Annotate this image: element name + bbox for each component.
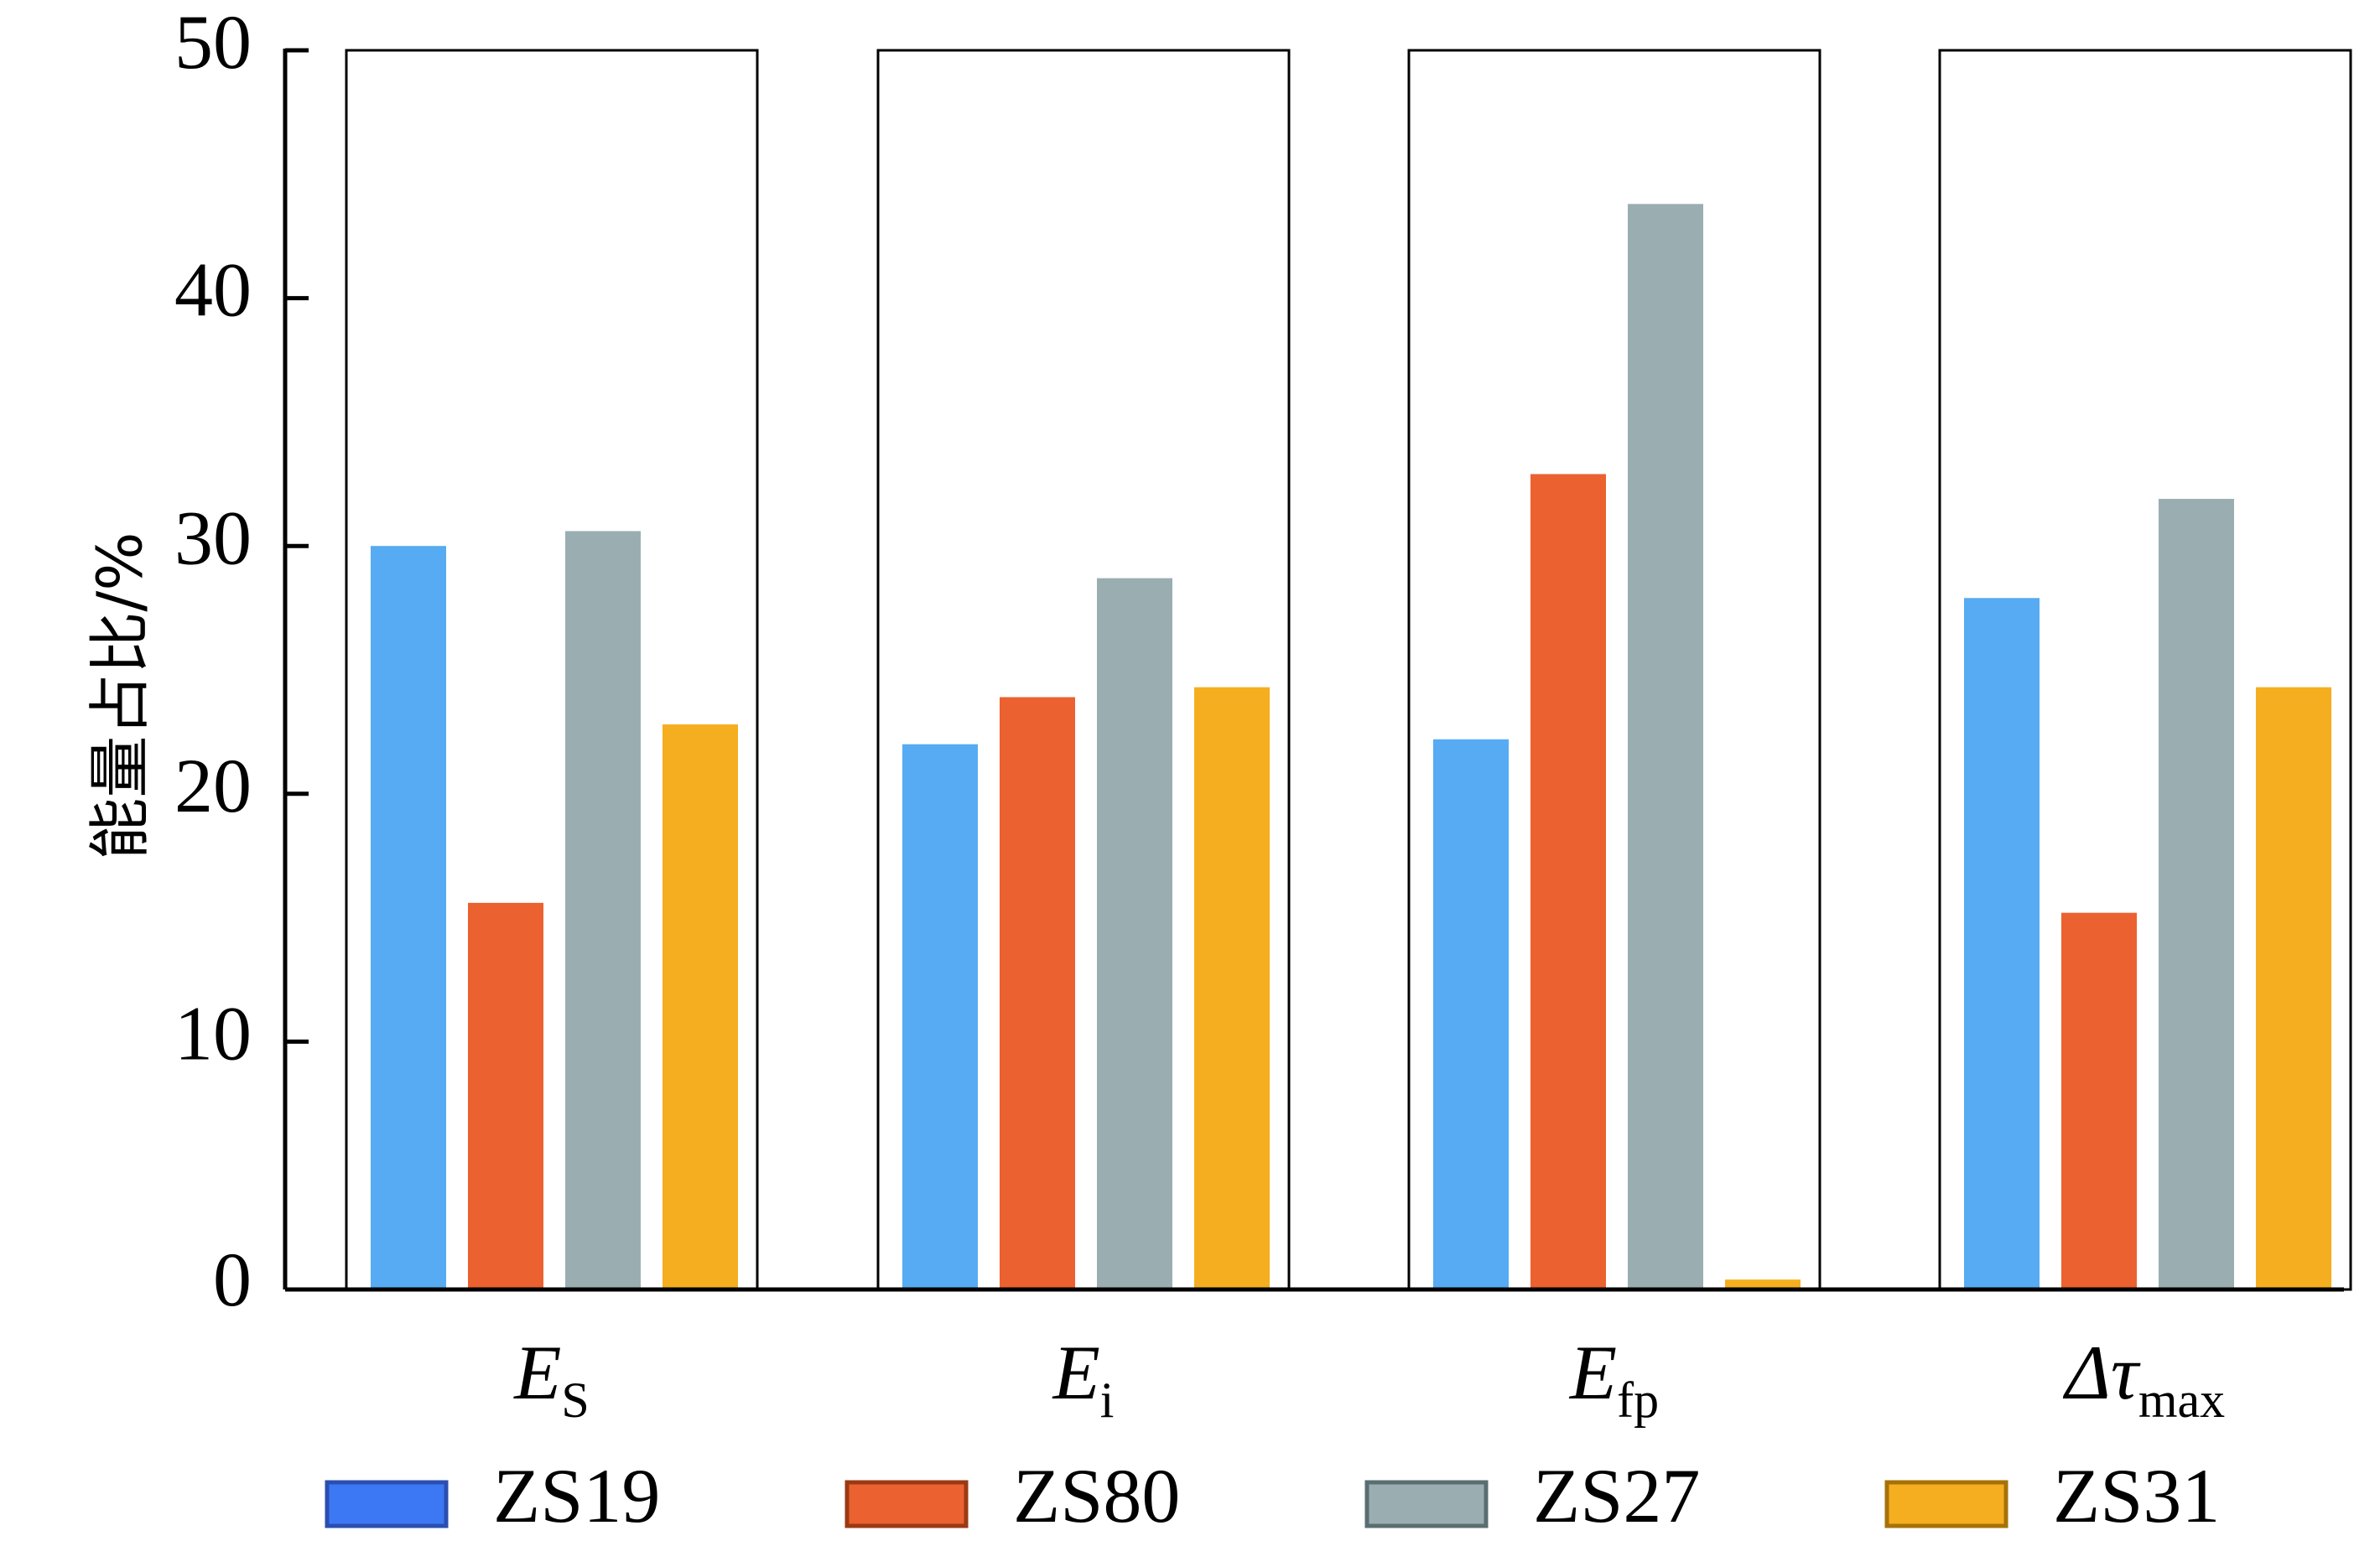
bar-zs27-2 [1097, 578, 1172, 1289]
bar-zs80-4 [2061, 912, 2137, 1289]
category-label-4: Δτmax [2062, 1330, 2225, 1428]
bar-zs31-3 [1725, 1279, 1801, 1289]
y-tick-label: 0 [213, 1237, 252, 1322]
y-tick-label: 50 [174, 0, 252, 85]
category-label-sub: S [561, 1372, 589, 1428]
bar-zs80-3 [1530, 474, 1606, 1289]
y-axis-label: 能量占比/% [85, 532, 157, 859]
category-label-3: Efp [1568, 1330, 1659, 1428]
category-label-main: Δτ [2062, 1330, 2141, 1415]
bar-zs19-4 [1964, 598, 2040, 1289]
category-label-sub: fp [1617, 1372, 1659, 1428]
y-tick-label: 40 [174, 247, 252, 333]
legend-swatch [1884, 1480, 2008, 1528]
category-label-2: Ei [1052, 1330, 1115, 1428]
bar-zs31-4 [2256, 687, 2331, 1289]
category-label-1: ES [512, 1330, 590, 1428]
category-panels [345, 49, 2352, 1291]
legend-swatch [844, 1480, 969, 1528]
legend-label: ZS31 [2053, 1453, 2220, 1538]
category-label-main: E [1052, 1330, 1100, 1415]
category-label-sub: i [1100, 1372, 1115, 1428]
bars [371, 204, 2331, 1290]
legend-swatch [1364, 1480, 1489, 1528]
legend-label: ZS80 [1013, 1453, 1180, 1538]
legend-item-zs27: ZS27 [1364, 1453, 1700, 1538]
bar-zs19-2 [902, 744, 978, 1289]
legend-label: ZS27 [1533, 1453, 1700, 1538]
bar-zs80-1 [468, 902, 543, 1289]
bar-zs27-4 [2159, 499, 2234, 1289]
category-label-sub: max [2138, 1372, 2225, 1428]
y-tick-label: 30 [174, 495, 252, 580]
category-labels: ES Ei Efp Δτmax [512, 1330, 2225, 1428]
y-axis: 0 10 20 30 40 50 [174, 0, 2344, 1322]
bar-zs31-2 [1194, 687, 1270, 1289]
bar-zs80-2 [1000, 697, 1075, 1289]
legend-item-zs80: ZS80 [844, 1453, 1180, 1538]
legend-item-zs19: ZS19 [325, 1453, 660, 1538]
bar-zs27-3 [1628, 204, 1703, 1290]
bar-zs19-1 [371, 546, 446, 1289]
bar-zs19-3 [1433, 739, 1509, 1289]
legend-item-zs31: ZS31 [1884, 1453, 2220, 1538]
bar-zs31-1 [663, 724, 738, 1289]
bar-zs27-1 [565, 531, 641, 1289]
y-tick-label: 10 [174, 991, 252, 1077]
y-tick-label: 20 [174, 743, 252, 828]
legend-swatch [325, 1480, 449, 1528]
category-label-main: E [512, 1330, 561, 1415]
legend: ZS19 ZS80 ZS27 ZS31 [325, 1453, 2220, 1538]
legend-label: ZS19 [493, 1453, 660, 1538]
category-label-main: E [1568, 1330, 1617, 1415]
